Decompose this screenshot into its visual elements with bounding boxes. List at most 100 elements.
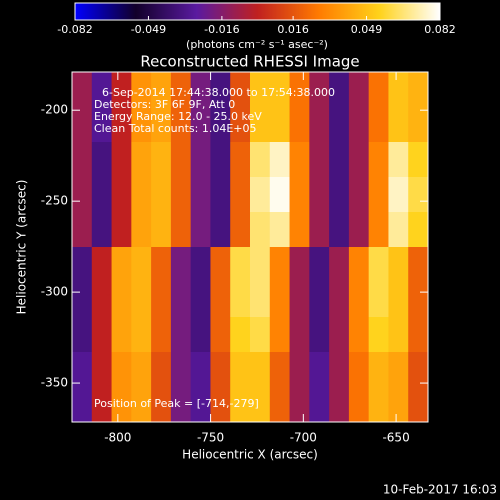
heatmap-cell: [190, 142, 211, 178]
heatmap-cell: [408, 177, 429, 213]
heatmap-cell: [170, 247, 192, 283]
heatmap-cell: [210, 72, 231, 108]
y-tick-label: -300: [41, 285, 68, 299]
heatmap-cell: [309, 247, 330, 283]
heatmap-cell: [250, 317, 271, 353]
heatmap-cell: [250, 107, 271, 143]
heatmap-cell: [190, 212, 211, 248]
heatmap-cell: [388, 282, 409, 318]
heatmap-cell: [348, 282, 370, 318]
heatmap-cell: [131, 72, 152, 108]
heatmap-cell: [348, 317, 370, 353]
heatmap-cell: [230, 387, 251, 423]
heatmap-cell: [151, 107, 172, 143]
heatmap-cell: [190, 317, 211, 353]
heatmap-cell: [151, 212, 172, 248]
heatmap-cell: [151, 72, 172, 108]
colorbar-tick-label: -0.082: [57, 23, 92, 36]
heatmap-cell: [309, 107, 330, 143]
heatmap-cell: [170, 177, 192, 213]
heatmap-cell: [131, 177, 152, 213]
heatmap-cell: [329, 212, 350, 248]
heatmap-cell: [210, 107, 231, 143]
heatmap-cell: [289, 387, 310, 423]
heatmap-cell: [230, 142, 251, 178]
heatmap-cell: [91, 212, 113, 248]
heatmap-cell: [368, 142, 389, 178]
heatmap-cell: [210, 247, 231, 283]
heatmap-cell: [190, 107, 211, 143]
heatmap-cell: [408, 142, 429, 178]
heatmap-cell: [250, 282, 271, 318]
heatmap-cell: [289, 212, 310, 248]
heatmap-cell: [309, 177, 330, 213]
heatmap-cell: [250, 212, 271, 248]
heatmap-cell: [131, 317, 152, 353]
y-tick-label: -200: [41, 103, 68, 117]
heatmap-cell: [388, 352, 409, 388]
heatmap-cell: [230, 317, 251, 353]
heatmap-cell: [408, 107, 429, 143]
heatmap-cell: [250, 247, 271, 283]
heatmap-cell: [250, 387, 271, 423]
heatmap-cell: [289, 72, 310, 108]
heatmap-cell: [309, 212, 330, 248]
heatmap-cell: [72, 142, 93, 178]
plot-frame: [71, 71, 429, 423]
heatmap-cell: [111, 177, 132, 213]
heatmap-cell: [368, 212, 389, 248]
heatmap-cell: [309, 142, 330, 178]
heatmap-cell: [72, 72, 93, 108]
heatmap-cell: [210, 282, 231, 318]
heatmap-cell: [111, 107, 132, 143]
heatmap-cell: [408, 72, 429, 108]
y-tick-label: -250: [41, 194, 68, 208]
heatmap-cell: [250, 177, 271, 213]
heatmap-cell: [269, 107, 291, 143]
colorbar-label: (photons cm⁻² s⁻¹ asec⁻²): [186, 38, 328, 51]
heatmap-cell: [289, 142, 310, 178]
heatmap-cell: [151, 352, 172, 388]
heatmap-cell: [151, 317, 172, 353]
heatmap-cell: [131, 282, 152, 318]
heatmap-cell: [368, 352, 389, 388]
heatmap-cell: [72, 352, 93, 388]
colorbar-tick-label: 0.049: [351, 23, 383, 36]
heatmap-cell: [289, 352, 310, 388]
heatmap-cell: [348, 247, 370, 283]
heatmap-cell: [151, 142, 172, 178]
colorbar-tick-label: -0.016: [204, 23, 239, 36]
heatmap-cell: [289, 177, 310, 213]
heatmap-cell: [111, 317, 132, 353]
heatmap-cell: [408, 387, 429, 423]
heatmap-cell: [250, 352, 271, 388]
heatmap-cell: [289, 247, 310, 283]
heatmap-cell: [269, 387, 291, 423]
heatmap-cell: [230, 177, 251, 213]
heatmap-cell: [111, 142, 132, 178]
heatmap-cell: [131, 387, 152, 423]
heatmap-cell: [348, 212, 370, 248]
heatmap-cell: [230, 282, 251, 318]
heatmap-cell: [190, 247, 211, 283]
heatmap-cell: [91, 317, 113, 353]
heatmap-cell: [269, 72, 291, 108]
heatmap: [72, 72, 429, 423]
heatmap-cell: [91, 142, 113, 178]
heatmap-cell: [388, 72, 409, 108]
heatmap-cell: [348, 142, 370, 178]
heatmap-cell: [408, 352, 429, 388]
heatmap-cell: [230, 352, 251, 388]
heatmap-cell: [72, 282, 93, 318]
heatmap-cell: [408, 282, 429, 318]
heatmap-cell: [269, 177, 291, 213]
x-axis-label: Heliocentric X (arcsec): [182, 448, 318, 462]
heatmap-cell: [250, 142, 271, 178]
heatmap-cell: [91, 247, 113, 283]
heatmap-cell: [210, 177, 231, 213]
heatmap-cell: [230, 212, 251, 248]
heatmap-cell: [151, 247, 172, 283]
heatmap-cell: [368, 107, 389, 143]
heatmap-cell: [329, 72, 350, 108]
